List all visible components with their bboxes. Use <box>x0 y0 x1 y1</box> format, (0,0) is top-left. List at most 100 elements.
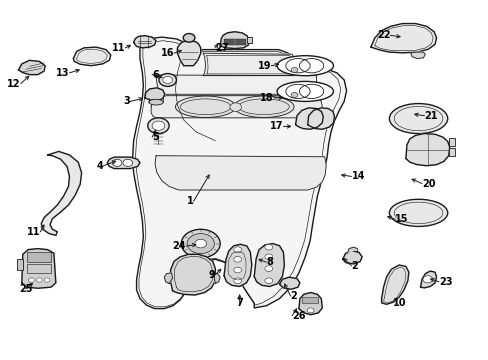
Circle shape <box>290 93 297 98</box>
Circle shape <box>152 121 164 130</box>
Circle shape <box>229 103 241 111</box>
Bar <box>246 37 251 43</box>
Text: 2: 2 <box>290 291 297 301</box>
Circle shape <box>183 33 195 42</box>
Polygon shape <box>156 75 316 94</box>
Polygon shape <box>203 53 294 76</box>
Bar <box>302 297 318 303</box>
Polygon shape <box>73 47 111 66</box>
Text: 24: 24 <box>172 241 186 251</box>
Circle shape <box>264 244 272 250</box>
Text: 3: 3 <box>123 96 130 107</box>
Polygon shape <box>164 273 172 284</box>
Text: 4: 4 <box>97 161 103 171</box>
Text: 5: 5 <box>152 132 159 142</box>
Ellipse shape <box>277 81 333 102</box>
Polygon shape <box>307 108 334 129</box>
Ellipse shape <box>148 99 163 105</box>
Circle shape <box>147 118 169 134</box>
Text: 9: 9 <box>208 270 215 280</box>
Polygon shape <box>420 271 436 288</box>
Polygon shape <box>19 60 45 75</box>
Circle shape <box>233 278 241 284</box>
Bar <box>448 148 454 156</box>
Polygon shape <box>347 247 357 253</box>
Polygon shape <box>133 36 156 48</box>
Circle shape <box>290 67 297 72</box>
Polygon shape <box>214 274 220 284</box>
Text: 11: 11 <box>27 227 40 237</box>
Circle shape <box>187 234 214 253</box>
Circle shape <box>264 254 272 260</box>
Circle shape <box>163 76 172 84</box>
Circle shape <box>122 159 132 166</box>
Text: 1: 1 <box>186 197 193 206</box>
Polygon shape <box>254 244 284 287</box>
Text: 19: 19 <box>257 61 271 71</box>
Polygon shape <box>170 254 215 295</box>
Circle shape <box>233 256 241 262</box>
Text: 27: 27 <box>215 43 228 53</box>
Circle shape <box>233 247 241 252</box>
Text: 21: 21 <box>424 111 437 121</box>
Circle shape <box>29 278 34 282</box>
Polygon shape <box>22 249 56 288</box>
Polygon shape <box>155 156 325 190</box>
Polygon shape <box>405 134 449 166</box>
Text: 17: 17 <box>269 121 283 131</box>
Text: 2: 2 <box>351 261 358 271</box>
Text: 12: 12 <box>7 78 21 89</box>
Text: 11: 11 <box>112 43 125 53</box>
Text: 8: 8 <box>266 257 273 267</box>
Polygon shape <box>41 152 81 235</box>
Bar <box>448 138 454 146</box>
Ellipse shape <box>388 104 447 134</box>
Polygon shape <box>132 37 346 309</box>
Polygon shape <box>177 41 201 66</box>
Circle shape <box>264 266 272 271</box>
Polygon shape <box>295 108 323 129</box>
Polygon shape <box>107 157 140 168</box>
Text: 15: 15 <box>394 214 408 224</box>
Polygon shape <box>410 52 425 59</box>
Circle shape <box>233 267 241 273</box>
Circle shape <box>306 308 313 313</box>
Text: 14: 14 <box>351 171 364 181</box>
Ellipse shape <box>233 96 293 117</box>
Polygon shape <box>381 265 408 304</box>
Polygon shape <box>342 251 362 264</box>
Text: 23: 23 <box>438 277 451 287</box>
Text: 25: 25 <box>19 284 32 294</box>
Bar <box>17 259 23 270</box>
Polygon shape <box>151 96 322 118</box>
Polygon shape <box>298 293 322 315</box>
Text: 26: 26 <box>291 311 305 321</box>
Text: 7: 7 <box>236 298 243 308</box>
Text: 22: 22 <box>376 30 389 40</box>
Ellipse shape <box>388 199 447 226</box>
Polygon shape <box>220 32 249 49</box>
Circle shape <box>195 239 206 248</box>
Circle shape <box>422 276 432 283</box>
Text: 18: 18 <box>260 93 273 103</box>
Ellipse shape <box>277 56 333 76</box>
Text: 13: 13 <box>56 68 69 78</box>
Circle shape <box>181 229 220 258</box>
Text: 16: 16 <box>160 48 174 58</box>
Circle shape <box>159 73 176 86</box>
Text: 10: 10 <box>392 298 406 308</box>
Polygon shape <box>370 23 436 53</box>
Polygon shape <box>279 277 299 289</box>
Text: 6: 6 <box>152 69 159 80</box>
Ellipse shape <box>175 96 235 117</box>
Text: 20: 20 <box>421 179 435 189</box>
Polygon shape <box>224 244 251 287</box>
Circle shape <box>112 159 122 166</box>
Bar <box>224 39 245 45</box>
Circle shape <box>264 278 272 284</box>
Bar <box>27 252 51 262</box>
Polygon shape <box>144 88 164 101</box>
Bar <box>27 264 51 273</box>
Circle shape <box>36 278 42 282</box>
Circle shape <box>44 278 50 282</box>
